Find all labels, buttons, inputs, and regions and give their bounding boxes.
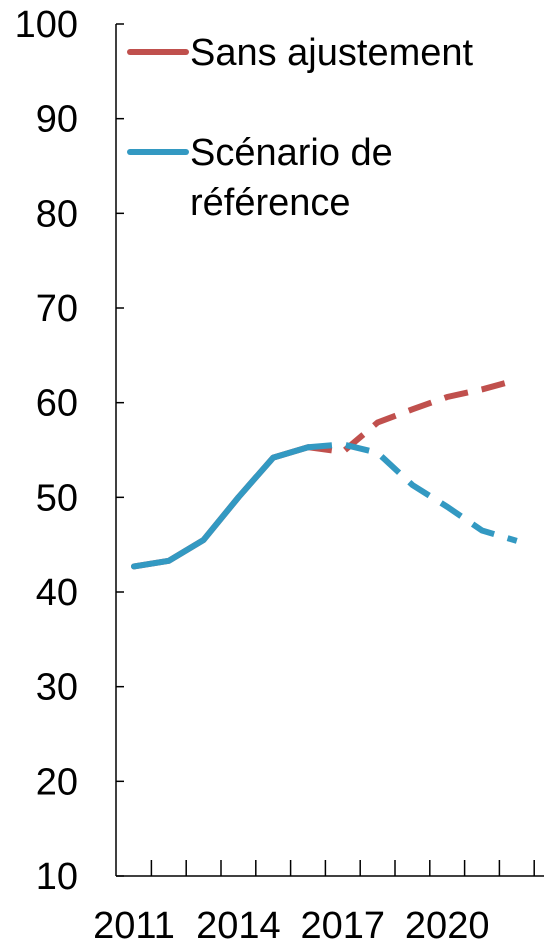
y-tick-label: 80 [36,193,78,235]
y-ticks: 10 20 30 40 50 60 70 80 90 100 [15,4,124,898]
legend-label-scenario-de-reference: Scénario de référence [190,132,393,224]
series-line-scenario-de-reference-projection [307,441,518,544]
legend: Sans ajustement Scénario de référence [127,32,473,224]
series-line-sans-ajustement-projection [307,377,518,456]
x-tick-label: 2011 [93,905,175,946]
y-tick-label: 20 [36,761,78,803]
y-tick-label: 70 [36,288,78,330]
y-tick-label: 40 [36,572,78,614]
x-tick-label: 2017 [301,905,386,946]
x-tick-label: 2014 [196,905,281,946]
series-line-scenario-de-reference-actual [131,444,311,570]
legend-label-sans-ajustement: Sans ajustement [190,32,473,74]
y-tick-label: 10 [36,856,78,898]
x-tick-label: 2020 [405,905,490,946]
y-tick-label: 50 [36,477,78,519]
y-tick-label: 90 [36,99,78,141]
y-tick-label: 100 [15,4,78,46]
x-ticks: 2011 2014 2017 2020 [93,860,535,946]
series-line-sans-ajustement-actual [131,444,311,570]
series-layer [131,377,518,570]
y-tick-label: 30 [36,667,78,709]
y-tick-label: 60 [36,383,78,425]
axes [115,24,544,877]
